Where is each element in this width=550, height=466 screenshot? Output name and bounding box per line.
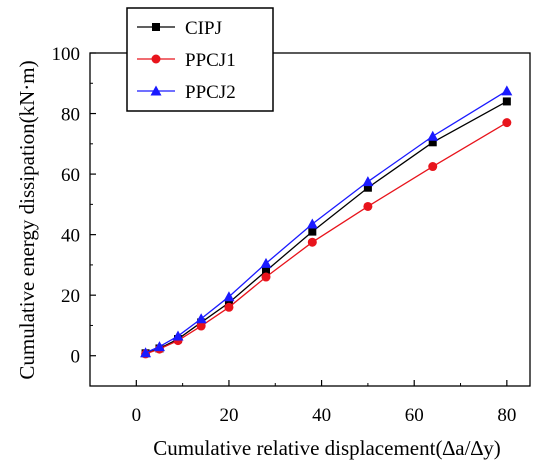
data-point (224, 302, 234, 312)
data-point (307, 237, 317, 247)
data-point (502, 97, 511, 106)
x-tick-label: 0 (132, 405, 142, 426)
data-point (308, 227, 317, 236)
plot-frame (89, 52, 531, 387)
data-point (196, 321, 206, 331)
axis-ticks (89, 52, 508, 387)
legend: CIPJ PPCJ1 PPCJ2 (126, 7, 274, 112)
data-point (502, 118, 512, 128)
data-point (260, 257, 272, 268)
y-tick-label: 60 (61, 165, 80, 186)
legend-item-cipj: CIPJ (137, 18, 222, 39)
series-ppcj2 (140, 85, 513, 358)
plot-border (89, 52, 531, 387)
data-point (362, 176, 374, 187)
legend-label: CIPJ (185, 18, 222, 39)
x-axis-title: Cumulative relative displacement(∆a/∆y) (153, 436, 501, 460)
data-point (140, 347, 152, 358)
x-tick-label: 60 (405, 405, 424, 426)
x-tick-label: 80 (497, 405, 516, 426)
data-point (262, 266, 270, 275)
series-cipj (141, 97, 511, 358)
series-line (145, 100, 508, 354)
data-point (172, 330, 184, 341)
data-point (195, 313, 207, 324)
x-tick-label: 40 (312, 405, 331, 426)
legend-marker (150, 85, 162, 96)
data-point (427, 130, 439, 141)
data-point (363, 183, 372, 192)
y-axis-title: Cumulative energy dissipation(kN·m) (15, 60, 39, 379)
series-layer (140, 85, 513, 359)
legend-item-ppcj1: PPCJ1 (137, 50, 236, 71)
y-tick-label: 80 (61, 105, 80, 126)
data-point (224, 298, 233, 307)
y-tick-label: 0 (71, 347, 81, 368)
legend-marker (152, 23, 160, 31)
data-point (501, 85, 513, 96)
data-point (363, 201, 373, 211)
axis-tick-labels: 0 20 40 60 80 0 20 40 60 80 100 (52, 44, 517, 426)
legend-item-ppcj2: PPCJ2 (137, 82, 236, 103)
data-point (153, 341, 165, 352)
data-point (306, 218, 318, 229)
y-tick-label: 40 (61, 226, 80, 247)
data-point (261, 272, 271, 282)
data-point (428, 162, 438, 172)
legend-label: PPCJ2 (185, 82, 236, 103)
legend-marker (151, 54, 161, 64)
y-tick-label: 20 (61, 286, 80, 307)
legend-label: PPCJ1 (185, 50, 236, 71)
series-line (145, 122, 508, 355)
x-tick-label: 20 (219, 405, 238, 426)
data-point (223, 291, 235, 302)
series-line (145, 90, 508, 354)
data-point (428, 138, 437, 147)
y-tick-label: 100 (52, 44, 81, 65)
